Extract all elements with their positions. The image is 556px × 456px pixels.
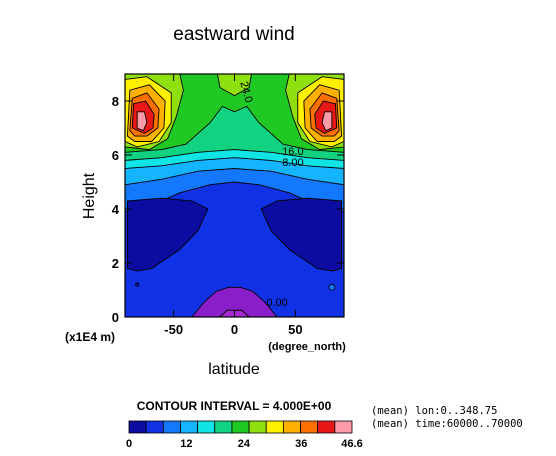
contour-label: 8.00 — [282, 157, 303, 169]
colorbar-tick-label: 0 — [126, 438, 132, 450]
contour-band — [321, 111, 333, 132]
colorbar-tick-label: 12 — [180, 438, 192, 450]
contour-label: 16.0 — [282, 146, 303, 158]
colorbar-swatch — [180, 420, 199, 434]
y-axis-ticks: 0 2 4 6 8 — [112, 94, 344, 325]
colorbar-swatch — [334, 420, 353, 434]
colorbar-swatch — [317, 420, 336, 434]
colorbar-swatch — [265, 420, 284, 434]
x-axis-units: (degree_north) — [268, 341, 346, 353]
contour-label: 0.00 — [266, 297, 287, 309]
y-tick-label: 8 — [112, 94, 119, 109]
colorbar — [128, 420, 353, 434]
y-tick-label: 2 — [112, 256, 119, 271]
colorbar-tick-label: 46.6 — [341, 438, 362, 450]
y-tick-label: 6 — [112, 148, 119, 163]
colorbar-swatch — [214, 420, 233, 434]
colorbar-swatch — [282, 420, 301, 434]
contour-interval-label: CONTOUR INTERVAL = 4.000E+00 — [137, 399, 332, 413]
lon-annotation: (mean) lon:0..348.75 — [371, 405, 497, 417]
colorbar-swatch — [300, 420, 319, 434]
colorbar-swatch — [128, 420, 147, 434]
y-axis-label: Height — [81, 172, 98, 219]
colorbar-swatch — [231, 420, 250, 434]
x-tick-label: 0 — [231, 322, 238, 337]
colorbar-swatch — [145, 420, 164, 434]
x-tick-label: -50 — [164, 322, 183, 337]
filled-contour-field — [124, 73, 345, 318]
contour-band — [260, 197, 343, 272]
y-tick-label: 0 — [112, 310, 119, 325]
colorbar-swatch — [162, 420, 181, 434]
contour-label: 24.0 — [237, 80, 254, 104]
contour-band — [134, 282, 140, 287]
time-annotation: (mean) time:60000..70000 — [371, 418, 523, 430]
x-axis-label: latitude — [208, 361, 260, 378]
colorbar-tick-labels: 0 12 24 36 46.6 — [126, 438, 363, 450]
contour-labels: 24.0 16.08.00 0.00 — [237, 80, 303, 309]
colorbar-swatch — [248, 420, 267, 434]
contour-band — [190, 286, 279, 318]
x-tick-label: 50 — [288, 322, 302, 337]
chart-title: eastward wind — [173, 24, 294, 45]
colorbar-tick-label: 24 — [238, 438, 251, 450]
contour-band — [136, 111, 148, 132]
x-axis-ticks: -50 0 50 — [164, 74, 303, 337]
contour-band — [328, 283, 336, 291]
contour-band — [126, 197, 209, 272]
colorbar-tick-label: 36 — [295, 438, 307, 450]
colorbar-swatch — [197, 420, 216, 434]
y-axis-units: (x1E4 m) — [65, 330, 115, 344]
y-tick-label: 4 — [112, 202, 120, 217]
